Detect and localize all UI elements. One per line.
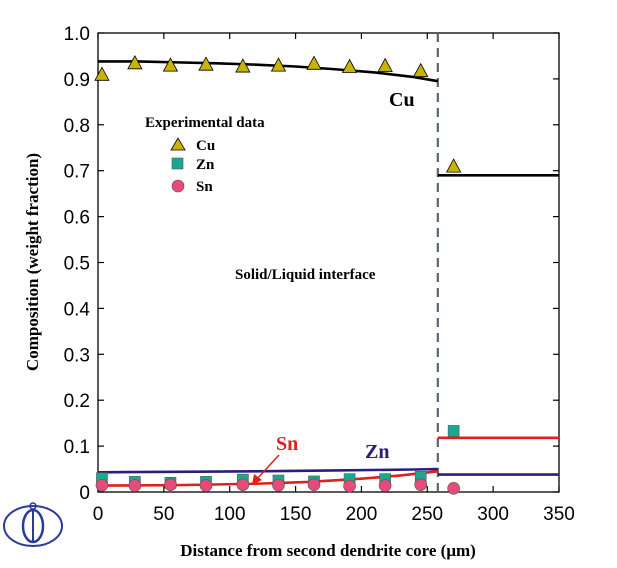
sn-data-point	[236, 478, 250, 491]
sn-data-point	[272, 478, 285, 492]
legend-sn-label: Sn	[196, 179, 213, 195]
sn-pointer-arrow-line	[256, 454, 280, 480]
sn-data-point	[164, 478, 177, 491]
university-logo-icon	[3, 502, 63, 547]
x-tick-label: 0	[93, 504, 104, 525]
sn-data-point	[95, 478, 109, 492]
cu-data-point	[94, 66, 110, 81]
sn-data-point	[414, 478, 428, 491]
sn-line-label: Sn	[276, 433, 298, 455]
x-tick-label: 200	[346, 504, 378, 525]
sn-data-point	[199, 479, 213, 492]
experimental-markers	[94, 54, 462, 495]
legend-cu-label: Cu	[196, 138, 215, 154]
legend-title: Experimental data	[145, 115, 265, 131]
axis-ticks: 0 50 100 150 200 250 300 350 0 0.1 0.2 0.3 0.4 0.5 0.6…	[64, 24, 575, 525]
cu-data-point	[235, 58, 251, 73]
sn-data-point	[447, 482, 460, 495]
legend-sn-marker	[171, 179, 185, 193]
y-tick-label: 0.9	[64, 70, 90, 91]
y-axis-title: Composition (weight fraction)	[23, 153, 42, 371]
zn-line-label: Zn	[365, 441, 389, 463]
cu-data-point	[198, 56, 214, 71]
sn-data-point	[128, 479, 142, 492]
y-tick-label: 0	[79, 483, 90, 504]
y-tick-label: 0.8	[64, 116, 90, 137]
cu-data-point	[270, 57, 287, 72]
y-tick-label: 0.3	[64, 345, 90, 366]
sn-pointer-arrow-head	[252, 474, 262, 485]
x-tick-label: 50	[153, 504, 174, 525]
y-tick-label: 0.6	[64, 208, 90, 229]
legend-zn-label: Zn	[196, 157, 215, 173]
cu-data-point	[127, 54, 143, 70]
cu-data-point	[306, 55, 322, 70]
cu-data-point	[341, 58, 358, 73]
legend-zn-marker	[171, 157, 184, 170]
y-tick-label: 0.7	[64, 162, 90, 183]
sn-data-point	[307, 478, 321, 491]
cu-data-point	[377, 57, 393, 72]
y-tick-label: 1.0	[64, 24, 90, 45]
cu-data-point	[162, 57, 179, 72]
zn-solid-line	[97, 467, 438, 474]
y-tick-label: 0.2	[64, 391, 90, 412]
legend-cu-marker	[170, 137, 186, 151]
x-tick-label: 300	[477, 504, 509, 525]
zn-data-point	[447, 425, 460, 437]
x-axis-title: Distance from second dendrite core (μm)	[180, 541, 476, 560]
y-tick-label: 0.1	[64, 437, 90, 458]
x-tick-label: 250	[411, 504, 443, 525]
x-tick-label: 100	[214, 504, 246, 525]
plot-frame	[97, 32, 560, 493]
cu-data-point	[413, 62, 429, 78]
cu-line-label: Cu	[389, 89, 415, 111]
x-tick-label: 350	[543, 504, 575, 525]
y-tick-label: 0.5	[64, 254, 90, 275]
cu-data-point	[445, 158, 462, 173]
interface-label: Solid/Liquid interface	[235, 267, 376, 283]
x-tick-label: 150	[280, 504, 312, 525]
y-tick-label: 0.4	[64, 299, 91, 320]
sn-data-point	[378, 479, 392, 492]
sn-data-point	[343, 479, 356, 493]
